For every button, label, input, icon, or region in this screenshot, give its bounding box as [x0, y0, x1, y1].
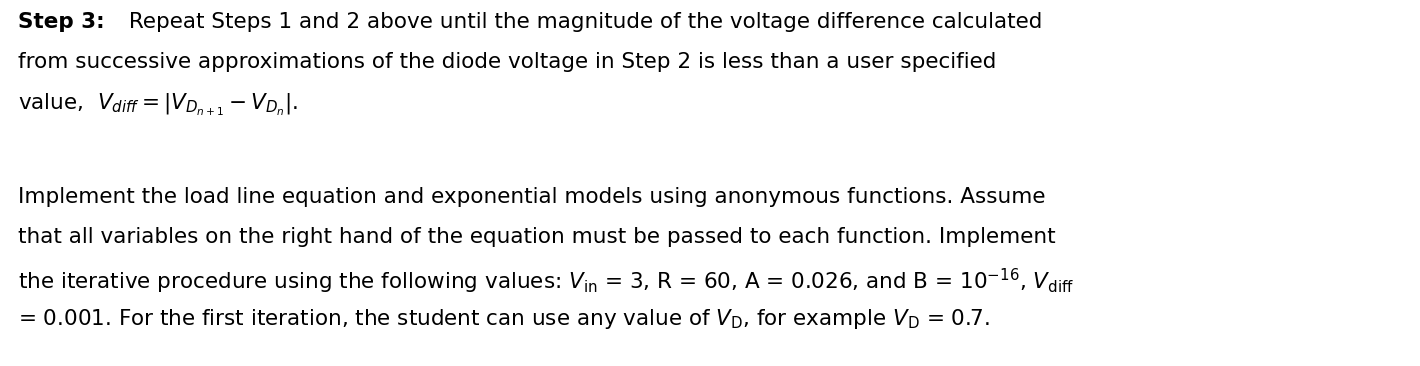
Text: Repeat Steps 1 and 2 above until the magnitude of the voltage difference calcula: Repeat Steps 1 and 2 above until the mag…: [122, 12, 1042, 32]
Text: = 0.001. For the first iteration, the student can use any value of $V_{\mathrm{D: = 0.001. For the first iteration, the st…: [18, 307, 990, 331]
Text: from successive approximations of the diode voltage in Step 2 is less than a use: from successive approximations of the di…: [18, 52, 997, 72]
Text: the iterative procedure using the following values: $V_{\mathrm{in}}$ = 3, R = 6: the iterative procedure using the follow…: [18, 267, 1075, 296]
Text: Step 3:: Step 3:: [18, 12, 105, 32]
Text: Implement the load line equation and exponential models using anonymous function: Implement the load line equation and exp…: [18, 187, 1045, 207]
Text: value,  $V_{\mathit{diff}} = \left|V_{D_{n+1}} - V_{D_n}\right|.$: value, $V_{\mathit{diff}} = \left|V_{D_{…: [18, 92, 298, 118]
Text: that all variables on the right hand of the equation must be passed to each func: that all variables on the right hand of …: [18, 227, 1055, 247]
